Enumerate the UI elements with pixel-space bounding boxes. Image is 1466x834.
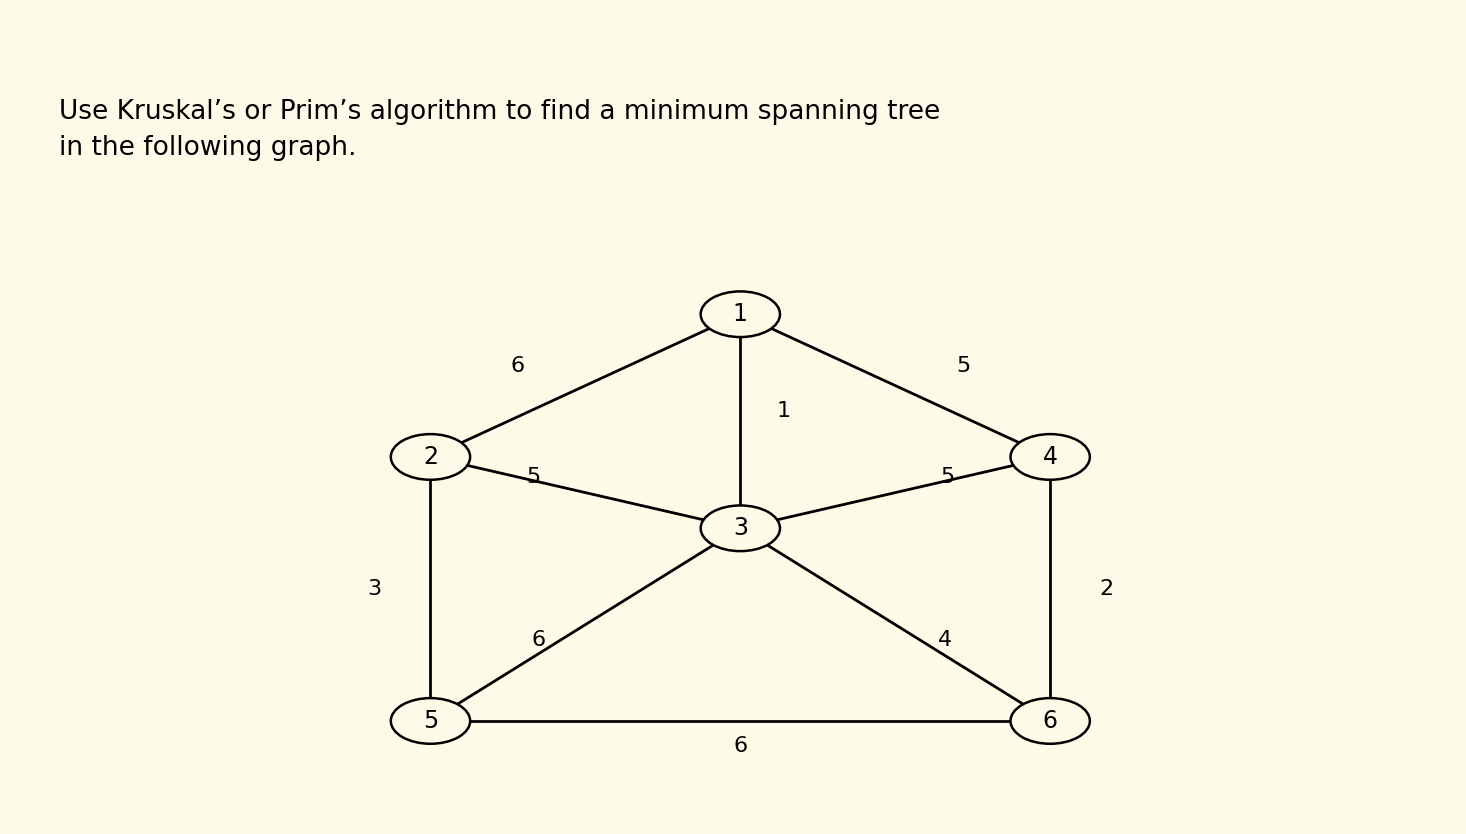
- Circle shape: [701, 505, 780, 551]
- Text: 6: 6: [1042, 709, 1057, 733]
- Text: 2: 2: [1100, 579, 1113, 599]
- Text: 5: 5: [422, 709, 438, 733]
- Text: 5: 5: [526, 467, 541, 487]
- Text: 6: 6: [531, 631, 545, 651]
- Text: 2: 2: [424, 445, 438, 469]
- Text: 1: 1: [733, 302, 748, 326]
- Circle shape: [391, 698, 471, 744]
- Text: 1: 1: [777, 400, 790, 420]
- Text: 6: 6: [510, 355, 525, 375]
- Text: Use Kruskal’s or Prim’s algorithm to find a minimum spanning tree
in the followi: Use Kruskal’s or Prim’s algorithm to fin…: [59, 98, 940, 161]
- Text: 3: 3: [368, 579, 381, 599]
- Text: 3: 3: [733, 516, 748, 540]
- Circle shape: [1010, 435, 1089, 480]
- Circle shape: [701, 291, 780, 337]
- Circle shape: [391, 435, 471, 480]
- Text: 6: 6: [733, 736, 748, 756]
- Text: 4: 4: [1042, 445, 1057, 469]
- Text: 5: 5: [940, 467, 954, 487]
- Circle shape: [1010, 698, 1089, 744]
- Text: 4: 4: [938, 631, 951, 651]
- Text: 5: 5: [956, 355, 970, 375]
